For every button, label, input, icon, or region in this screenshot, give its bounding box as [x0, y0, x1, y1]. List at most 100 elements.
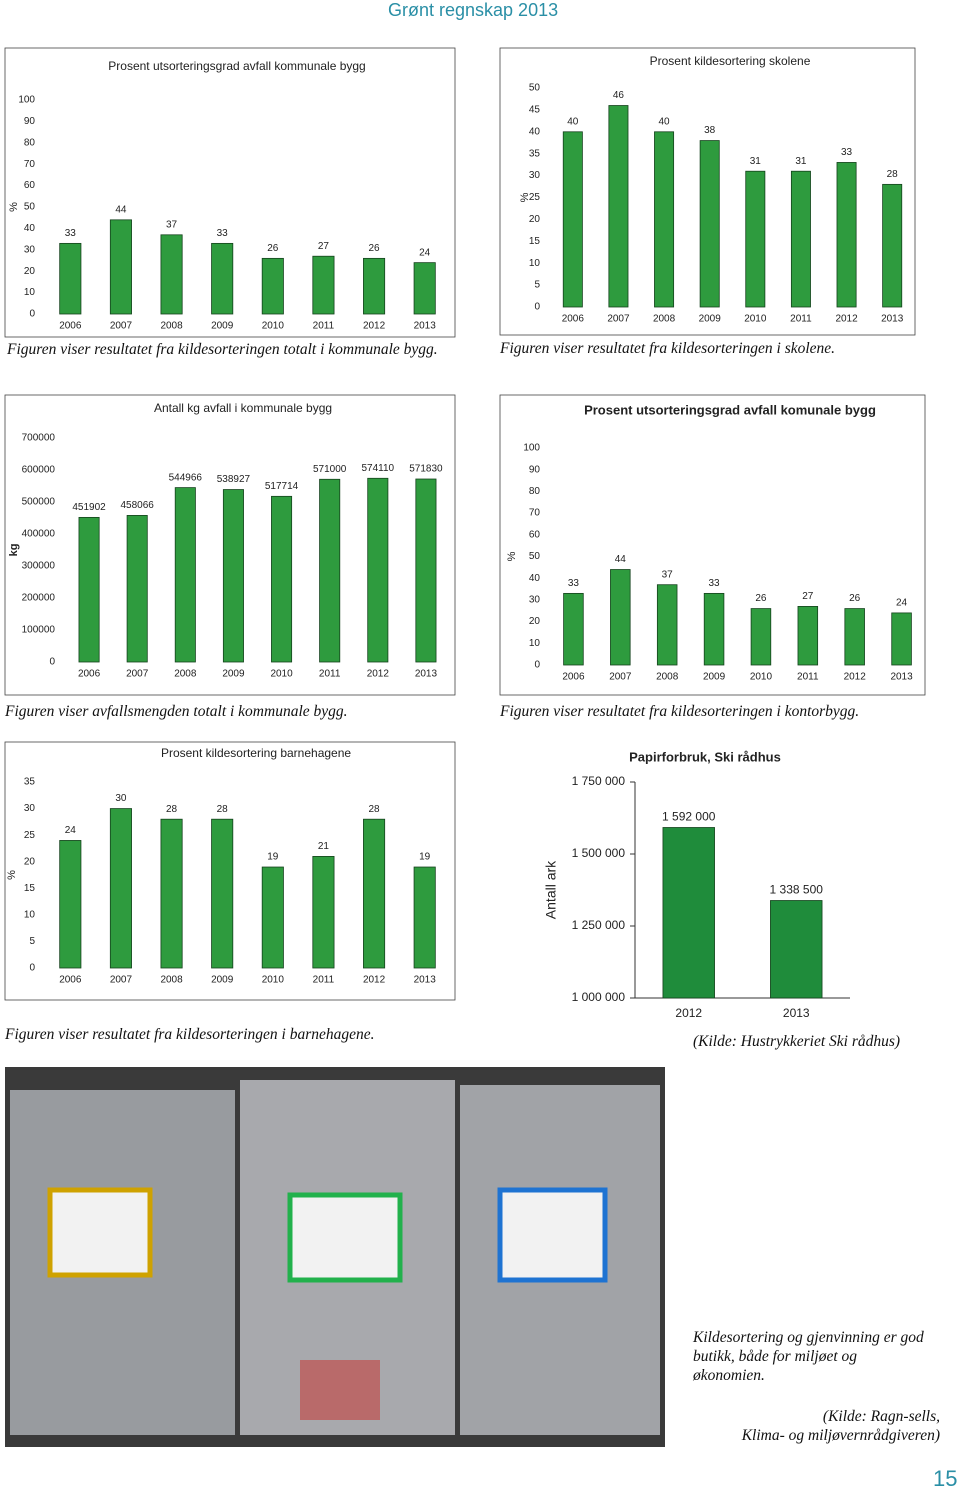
- x-tick-label: 2011: [313, 975, 335, 986]
- y-tick-label: 0: [534, 302, 540, 313]
- value-label: 37: [662, 569, 674, 580]
- chart-title: Prosent kildesortering barnehagene: [161, 746, 351, 760]
- value-label: 1 338 500: [770, 883, 824, 897]
- photo-sign: [47, 1187, 153, 1278]
- value-label: 28: [369, 804, 381, 815]
- value-label: 19: [267, 852, 279, 863]
- bar: [745, 170, 766, 308]
- value-label: 24: [896, 598, 908, 609]
- bar: [312, 856, 335, 969]
- x-tick-label: 2007: [607, 314, 630, 325]
- x-tick-label: 2008: [656, 672, 679, 683]
- y-tick-label: 0: [534, 660, 540, 671]
- x-tick-label: 2009: [211, 321, 234, 332]
- photo-sign: [497, 1187, 608, 1283]
- y-tick-label: 60: [529, 529, 541, 540]
- page-number: 15: [933, 1466, 958, 1491]
- value-label: 33: [65, 228, 77, 239]
- y-tick-label: 0: [29, 963, 35, 974]
- y-tick-label: 10: [529, 638, 541, 649]
- caption: Figuren viser resultatet fra kildesorter…: [500, 703, 860, 720]
- bar: [222, 489, 244, 663]
- x-tick-label: 2009: [703, 672, 726, 683]
- y-tick-label: 15: [529, 236, 541, 247]
- y-tick-label: 40: [529, 573, 541, 584]
- x-tick-label: 2010: [262, 975, 285, 986]
- x-tick-label: 2011: [319, 669, 341, 680]
- value-label: 31: [750, 156, 762, 167]
- value-label: 26: [755, 593, 767, 604]
- chart-frame: [499, 47, 916, 336]
- bar: [844, 608, 865, 666]
- y-axis-label: %: [506, 551, 518, 561]
- y-tick-label: 10: [529, 258, 541, 269]
- y-tick-label: 1 750 000: [572, 774, 626, 788]
- value-label: 21: [318, 841, 330, 852]
- value-label: 33: [217, 228, 229, 239]
- value-label: 574110: [361, 463, 394, 474]
- value-label: 1 592 000: [662, 810, 716, 824]
- x-tick-label: 2006: [59, 975, 82, 986]
- value-label: 30: [115, 793, 127, 804]
- bar: [59, 840, 82, 969]
- y-tick-label: 0: [49, 657, 55, 668]
- photo-paper: [300, 1360, 380, 1420]
- y-tick-label: 80: [529, 486, 541, 497]
- y-tick-label: 300000: [22, 561, 56, 572]
- bar: [59, 242, 82, 315]
- y-tick-label: 25: [24, 830, 36, 841]
- bar: [160, 818, 183, 969]
- bar: [699, 140, 720, 308]
- caption: Figuren viser avfallsmengden totalt i ko…: [5, 703, 348, 720]
- x-tick-label: 2009: [699, 314, 722, 325]
- y-tick-label: 700000: [22, 433, 56, 444]
- y-tick-label: 600000: [22, 465, 56, 476]
- photo-sign: [287, 1192, 403, 1283]
- y-axis-label: %: [8, 202, 20, 212]
- photo-source: (Kilde: Ragn-sells, Klima- og miljøvernr…: [690, 1407, 940, 1445]
- bar: [126, 515, 148, 663]
- y-tick-label: 100: [523, 443, 540, 454]
- y-tick-label: 200000: [22, 593, 56, 604]
- x-tick-label: 2006: [78, 669, 101, 680]
- bar: [750, 608, 772, 666]
- y-tick-label: 1 500 000: [572, 846, 626, 860]
- photo-source-line: (Kilde: Ragn-sells,: [822, 1408, 940, 1425]
- y-tick-label: 30: [529, 595, 541, 606]
- x-tick-label: 2008: [653, 314, 676, 325]
- value-label: 27: [318, 241, 330, 252]
- bar: [608, 105, 629, 308]
- bar: [770, 900, 823, 999]
- chart-title: Prosent utsorteringsgrad avfall kommunal…: [108, 59, 365, 73]
- chart-title: Antall kg avfall i kommunale bygg: [154, 401, 332, 415]
- value-label: 46: [613, 90, 625, 101]
- bar: [563, 592, 584, 666]
- y-tick-label: 30: [24, 244, 36, 255]
- y-tick-label: 35: [24, 777, 36, 788]
- value-label: 571000: [313, 464, 347, 475]
- x-tick-label: 2007: [110, 975, 133, 986]
- value-label: 44: [115, 204, 127, 215]
- y-tick-label: 40: [24, 223, 36, 234]
- x-tick-label: 2008: [160, 975, 183, 986]
- chart-title: Papirforbruk, Ski rådhus: [629, 749, 781, 764]
- value-label: 38: [704, 125, 716, 136]
- x-tick-label: 2011: [313, 321, 335, 332]
- y-axis-label: %: [519, 192, 531, 202]
- y-tick-label: 50: [24, 202, 36, 213]
- y-tick-label: 40: [529, 126, 541, 137]
- chart-frame: [4, 47, 456, 338]
- bar: [367, 477, 389, 663]
- y-tick-label: 80: [24, 137, 36, 148]
- caption: Figuren viser resultatet fra kildesorter…: [7, 341, 438, 358]
- x-tick-label: 2006: [59, 321, 82, 332]
- x-tick-label: 2013: [783, 1006, 810, 1020]
- y-tick-label: 20: [24, 856, 36, 867]
- y-tick-label: 100: [18, 95, 35, 106]
- bar: [271, 495, 293, 663]
- bar: [415, 478, 437, 663]
- y-tick-label: 90: [24, 116, 36, 127]
- chart-frame: [499, 394, 926, 696]
- value-label: 19: [419, 852, 431, 863]
